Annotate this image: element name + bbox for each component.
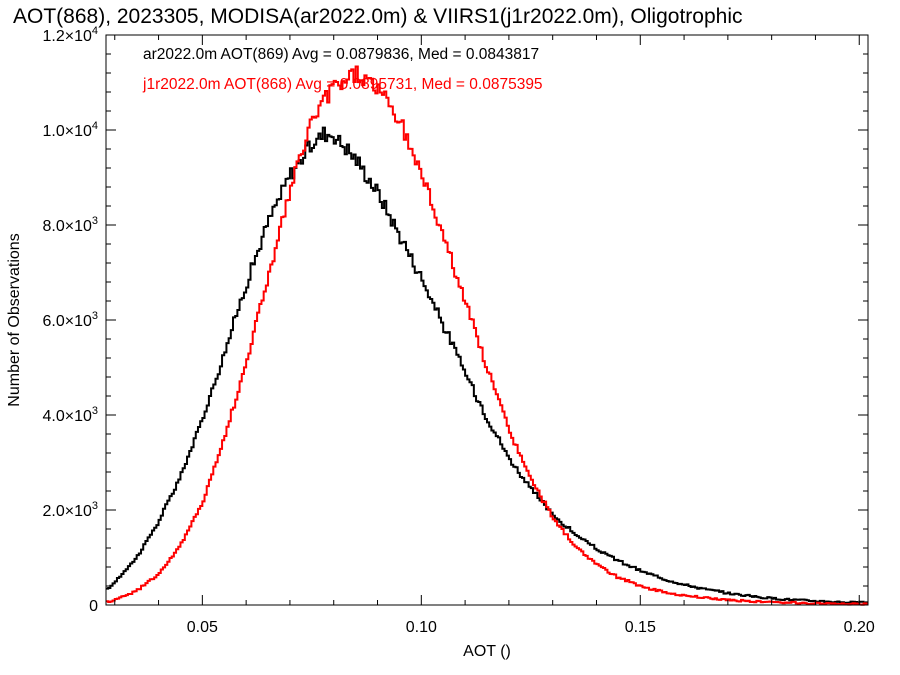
plot-frame <box>105 34 869 606</box>
x-tick-label-0: 0.05 <box>187 619 218 636</box>
y-tick-label-0: 0 <box>89 598 98 615</box>
x-tick-label-2: 0.15 <box>625 619 656 636</box>
y-tick-label-4: 8.0×103 <box>42 215 98 235</box>
series-line-2 <box>106 65 868 606</box>
y-tick-label-5: 1.0×104 <box>42 120 98 140</box>
series-layer <box>106 65 868 606</box>
x-axis-label: AOT () <box>463 643 511 660</box>
y-tick-label-2: 4.0×103 <box>42 405 98 425</box>
chart-title: AOT(868), 2023305, MODISA(ar2022.0m) & V… <box>13 5 743 28</box>
series-line-1 <box>106 126 868 605</box>
y-tick-label-3: 6.0×103 <box>42 310 98 330</box>
y-axis-label: Number of Observations <box>6 233 23 406</box>
y-tick-label-1: 2.0×103 <box>42 500 98 520</box>
x-tick-label-3: 0.20 <box>844 619 875 636</box>
x-tick-label-1: 0.10 <box>406 619 437 636</box>
y-tick-label-6: 1.2×104 <box>42 25 98 45</box>
tick-layer: 0.05 0.10 0.15 0.20 0 2.0×103 4.0×103 6.0×103 8.… <box>42 25 874 636</box>
legend-entry-series-1: ar2022.0m AOT(869) Avg = 0.0879836, Med … <box>143 46 540 63</box>
